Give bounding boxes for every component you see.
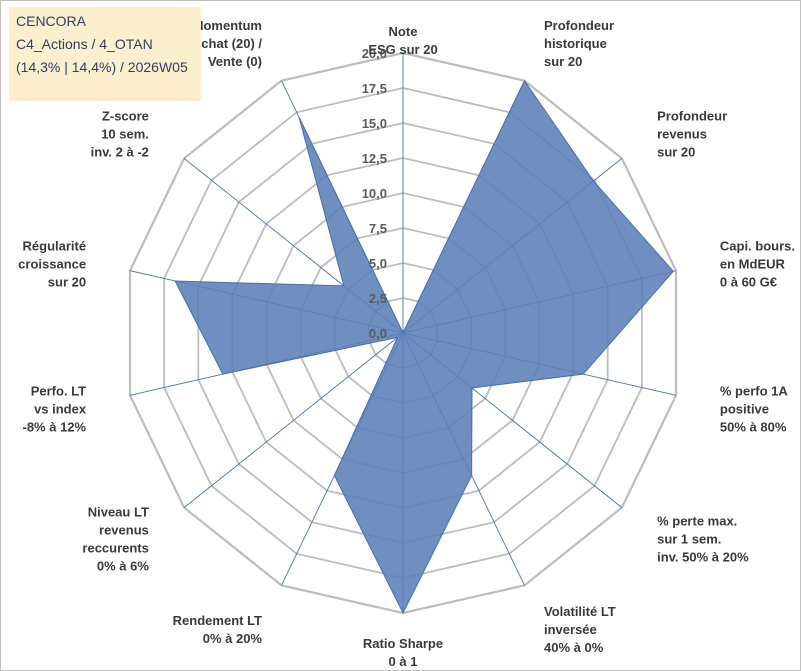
score-period: (14,3% | 14,4%) / 2026W05 bbox=[16, 59, 188, 75]
axis-label-line: inv. 2 à -2 bbox=[91, 144, 149, 159]
tick-label: 20,0 bbox=[362, 46, 387, 61]
tick-label: 5,0 bbox=[369, 256, 387, 271]
tick-label: 7,5 bbox=[369, 221, 387, 236]
axis-label-line: Régularité bbox=[23, 239, 87, 254]
axis-label-line: Achat (20) / bbox=[192, 36, 262, 51]
axis-label-line: Rendement LT bbox=[173, 613, 262, 628]
axis-label-line: Z-score bbox=[102, 108, 149, 123]
tick-label: 12,5 bbox=[362, 151, 387, 166]
axis-label-line: Profondeur bbox=[657, 108, 727, 123]
axis-label-line: 0% à 6% bbox=[97, 559, 149, 574]
axis-label-line: 40% à 0% bbox=[544, 640, 604, 655]
info-box: CENCORA C4_Actions / 4_OTAN (14,3% | 14,… bbox=[9, 7, 201, 101]
axis-label-line: vs index bbox=[34, 401, 87, 416]
spoke-10 bbox=[183, 332, 404, 508]
axis-label-line: revenus bbox=[657, 126, 707, 141]
axis-label-line: Note bbox=[389, 24, 418, 39]
axis-label-line: Momentum bbox=[193, 18, 262, 33]
axis-label-line: Ratio Sharpe bbox=[363, 636, 443, 651]
axis-label-line: Perfo. LT bbox=[31, 383, 86, 398]
axis-label-line: positive bbox=[720, 401, 769, 416]
axis-label-line: 10 sem. bbox=[101, 126, 149, 141]
axis-label-line: % perfo 1A bbox=[720, 383, 789, 398]
axis-label-line: -8% à 12% bbox=[23, 419, 87, 434]
axis-label-line: Niveau LT bbox=[88, 505, 149, 520]
tick-label: 10,0 bbox=[362, 186, 387, 201]
axis-label-line: reccurents bbox=[82, 541, 148, 556]
tick-label: 2,5 bbox=[369, 291, 387, 306]
tick-label: 0,0 bbox=[369, 326, 387, 341]
axis-label-line: Capi. bours. bbox=[720, 239, 795, 254]
axis-label-line: sur 20 bbox=[657, 144, 695, 159]
axis-label-line: Profondeur bbox=[544, 18, 614, 33]
axis-label-line: revenus bbox=[99, 523, 149, 538]
axis-label-line: inversée bbox=[544, 622, 597, 637]
tick-label: 15,0 bbox=[362, 116, 387, 131]
axis-label-line: inv. 50% à 20% bbox=[657, 550, 749, 565]
axis-label-line: 50% à 80% bbox=[720, 419, 787, 434]
axis-label-line: historique bbox=[544, 36, 607, 51]
axis-label-line: % perte max. bbox=[657, 514, 737, 529]
company-name: CENCORA bbox=[16, 13, 87, 29]
axis-label-line: sur 1 sem. bbox=[657, 532, 721, 547]
axis-label-line: en MdEUR bbox=[720, 257, 786, 272]
portfolio-category: C4_Actions / 4_OTAN bbox=[16, 36, 153, 52]
axis-label-line: 0 à 60 G€ bbox=[720, 275, 777, 290]
radar-series-area bbox=[174, 79, 674, 615]
radial-tick-labels: 0,0 2,5 5,0 7,5 10,0 12,5 15,0 17,5 20,0 bbox=[362, 46, 387, 341]
axis-label-line: sur 20 bbox=[48, 275, 86, 290]
axis-label-line: ESG sur 20 bbox=[368, 42, 437, 57]
axis-label-line: Vente (0) bbox=[208, 54, 262, 69]
axis-label-line: 0% à 20% bbox=[203, 631, 263, 646]
axis-label-line: Volatilité LT bbox=[544, 604, 616, 619]
axis-labels: Note ESG sur 20 Profondeur historique sur 20… bbox=[18, 18, 795, 669]
axis-label-line: croissance bbox=[18, 257, 86, 272]
axis-label-line: sur 20 bbox=[544, 54, 582, 69]
tick-label: 17,5 bbox=[362, 81, 387, 96]
axis-label-line: 0 à 1 bbox=[389, 654, 418, 669]
